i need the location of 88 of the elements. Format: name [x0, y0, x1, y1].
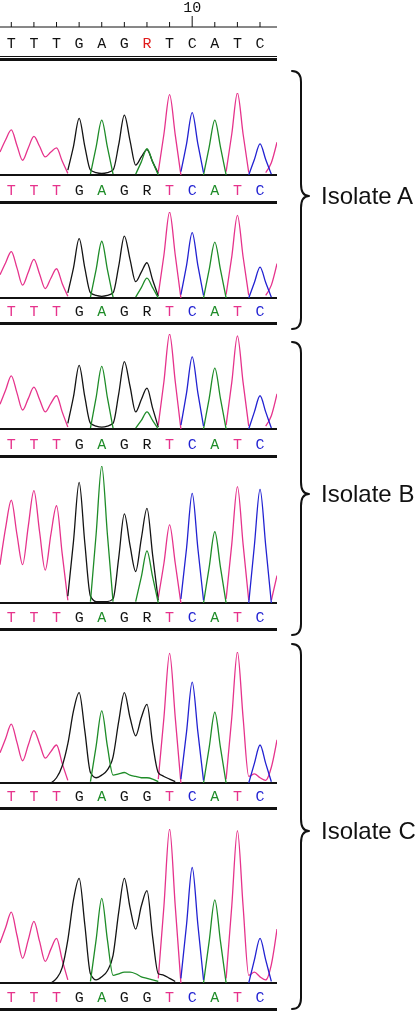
x-tick-label: G [74, 788, 84, 806]
x-tick-label: A [210, 303, 220, 321]
x-tick-label: G [119, 609, 129, 627]
x-tick-label: T [232, 303, 242, 321]
category-label: R [142, 35, 152, 53]
x-tick-label: T [52, 609, 62, 627]
x-tick-label: T [29, 182, 39, 200]
category-label: G [119, 35, 129, 53]
x-tick-label: A [210, 989, 220, 1007]
x-tick-label: T [29, 609, 39, 627]
x-tick-label: C [255, 303, 265, 321]
x-tick-label: T [6, 609, 16, 627]
category-label: T [232, 35, 242, 53]
x-tick-label: G [119, 303, 129, 321]
category-label: T [52, 35, 62, 53]
x-tick-label: G [74, 609, 84, 627]
x-tick-label: T [232, 182, 242, 200]
x-tick-label: G [119, 989, 129, 1007]
x-tick-label: G [74, 436, 84, 454]
category-label: A [210, 35, 220, 53]
x-tick-label: T [52, 303, 62, 321]
x-tick-label: T [29, 788, 39, 806]
x-tick-label: T [52, 436, 62, 454]
x-tick-label: T [29, 989, 39, 1007]
category-label: T [165, 35, 175, 53]
x-tick-label: C [187, 788, 197, 806]
x-tick-label: G [119, 182, 129, 200]
category-label: C [255, 35, 265, 53]
x-tick-label: T [232, 609, 242, 627]
x-tick-label: R [142, 303, 152, 321]
x-tick-label: T [52, 989, 62, 1007]
x-tick-label: T [6, 182, 16, 200]
text: Isolate A [321, 181, 414, 211]
x-tick-label: G [74, 989, 84, 1007]
x-tick-label: A [210, 609, 220, 627]
x-tick-label: G [142, 788, 152, 806]
x-tick-label: G [119, 788, 129, 806]
category-label: A [97, 35, 107, 53]
x-tick-label: C [255, 989, 265, 1007]
category-label: T [29, 35, 39, 53]
x-tick-label: C [187, 303, 197, 321]
x-tick-label: A [97, 182, 107, 200]
category-label: G [74, 35, 84, 53]
x-tick-label: R [142, 436, 152, 454]
x-tick-label: T [52, 182, 62, 200]
category-label: C [187, 35, 197, 53]
x-tick-label: T [6, 788, 16, 806]
x-tick-label: A [210, 788, 220, 806]
x-tick-label: A [97, 436, 107, 454]
x-tick-label: T [165, 989, 175, 1007]
x-tick-label: A [210, 436, 220, 454]
x-tick-label: G [74, 182, 84, 200]
x-tick-label: T [165, 609, 175, 627]
x-tick-label: T [165, 303, 175, 321]
category-label: T [6, 35, 16, 53]
x-tick-label: T [165, 788, 175, 806]
x-tick-label: T [6, 989, 16, 1007]
x-tick-label: R [142, 609, 152, 627]
x-tick-label: A [97, 303, 107, 321]
text: 10 [183, 0, 202, 17]
x-tick-label: C [255, 788, 265, 806]
x-tick-label: T [6, 303, 16, 321]
x-tick-label: T [29, 303, 39, 321]
x-tick-label: C [187, 182, 197, 200]
x-tick-label: T [232, 436, 242, 454]
x-tick-label: G [142, 989, 152, 1007]
x-tick-label: G [74, 303, 84, 321]
x-tick-label: T [52, 788, 62, 806]
x-tick-label: A [97, 989, 107, 1007]
x-tick-label: T [165, 182, 175, 200]
x-tick-label: C [187, 609, 197, 627]
x-tick-label: T [232, 788, 242, 806]
x-tick-label: G [119, 436, 129, 454]
text: Isolate B [321, 479, 415, 509]
x-tick-label: C [255, 182, 265, 200]
text: Isolate C [321, 816, 416, 846]
x-tick-label: A [210, 182, 220, 200]
x-tick-label: C [255, 436, 265, 454]
x-tick-label: C [187, 436, 197, 454]
x-tick-label: T [232, 989, 242, 1007]
x-tick-label: A [97, 788, 107, 806]
x-tick-label: T [6, 436, 16, 454]
x-tick-label: C [187, 989, 197, 1007]
x-tick-label: T [29, 436, 39, 454]
x-tick-label: R [142, 182, 152, 200]
x-tick-label: T [165, 436, 175, 454]
x-tick-label: A [97, 609, 107, 627]
x-tick-label: C [255, 609, 265, 627]
